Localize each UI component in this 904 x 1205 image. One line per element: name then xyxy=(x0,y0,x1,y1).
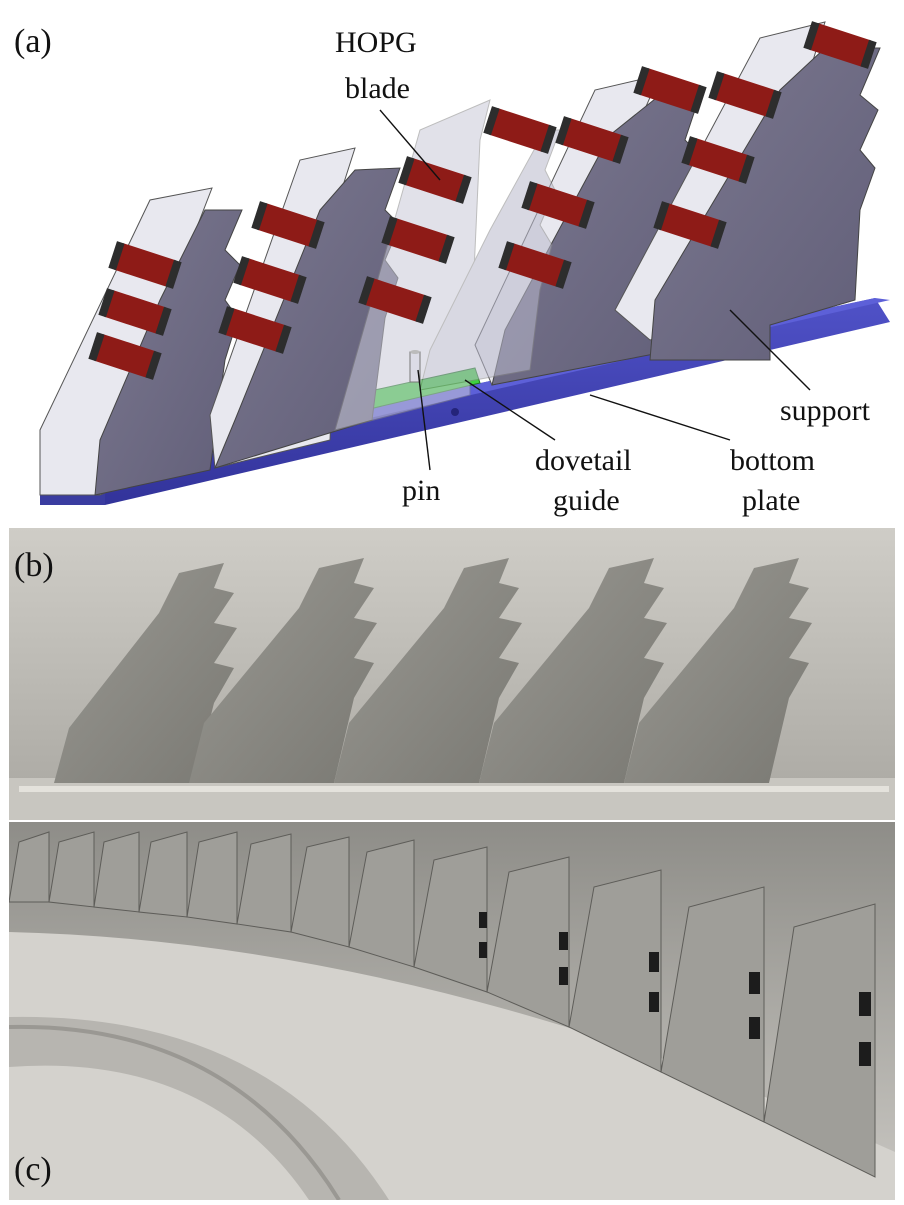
dovetail-label-line2: guide xyxy=(553,484,620,517)
bottom-plate-label-line2: plate xyxy=(742,484,800,517)
bottom-plate-label-line1: bottom xyxy=(730,444,815,477)
support-label: support xyxy=(780,394,871,427)
support-photo-panel: (b) xyxy=(9,528,904,820)
photo-support-ring xyxy=(8,831,876,1178)
dovetail-label-line1: dovetail xyxy=(535,444,632,477)
photo-support-plates xyxy=(54,558,812,783)
panel-label-b: (b) xyxy=(14,547,54,584)
callout-leaders xyxy=(379,109,811,471)
support-plate xyxy=(39,187,243,496)
pin-label: pin xyxy=(402,474,440,507)
hopg-label-line1: HOPG xyxy=(335,26,417,59)
pin xyxy=(409,350,421,383)
photo-blade-dots xyxy=(479,912,871,1066)
panel-label-a: (a) xyxy=(14,23,52,60)
hopg-label-line2: blade xyxy=(345,72,410,105)
hopg-blades xyxy=(88,21,877,380)
cad-model-panel: (a) HOPG blade support pin dovetail guid… xyxy=(0,0,904,528)
installed-array-photo-panel: (c) xyxy=(8,822,904,1202)
panel-label-c: (c) xyxy=(14,1151,52,1188)
